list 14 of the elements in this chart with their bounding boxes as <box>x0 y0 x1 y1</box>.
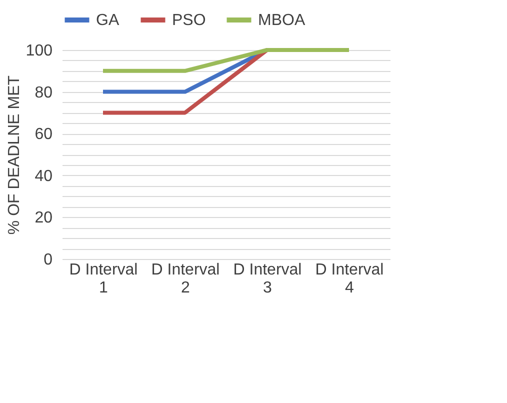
y-tick-label: 0 <box>44 252 53 268</box>
legend-label: PSO <box>172 12 206 29</box>
y-tick-label: 100 <box>26 42 53 60</box>
x-tick-label: D Interval 1 <box>69 262 138 296</box>
y-tick-label: 60 <box>34 126 53 144</box>
x-tick-label: D Interval 4 <box>315 262 384 296</box>
legend-label: MBOA <box>258 12 306 29</box>
x-tick-label: D Interval 2 <box>151 262 220 296</box>
y-tick-label: 80 <box>34 84 53 102</box>
legend-label: GA <box>96 12 120 29</box>
y-axis-title: % OF DEADLNE MET <box>6 75 23 235</box>
x-tick-label: D Interval 3 <box>233 262 302 296</box>
y-tick-label: 20 <box>34 210 53 227</box>
y-tick-label: 40 <box>34 168 53 185</box>
